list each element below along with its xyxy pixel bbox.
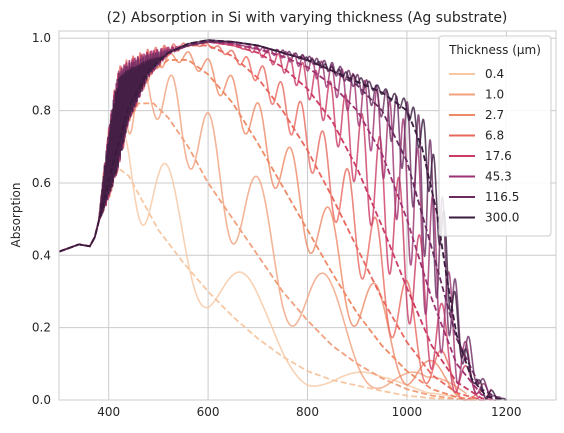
average-dashed-line <box>58 39 507 401</box>
legend-entry-label: 1.0 <box>485 88 504 102</box>
legend-entry-label: 6.8 <box>485 129 504 143</box>
legend-frame <box>438 35 552 237</box>
tick-labels: 400 600 800 1000 1200 0.0 0.2 0.4 0.6 0.8 1.0 <box>32 31 522 419</box>
series-layer <box>58 39 507 401</box>
y-axis-label: Absorption <box>9 183 23 248</box>
y-tick-label: 0.0 <box>32 393 51 407</box>
average-dashed-line <box>58 167 457 401</box>
legend-title: Thickness (μm) <box>448 43 541 57</box>
chart-title: (2) Absorption in Si with varying thickn… <box>107 10 508 26</box>
legend-entry-label: 0.4 <box>485 67 504 81</box>
x-tick-label: 1200 <box>491 405 522 419</box>
legend-entry-label: 2.7 <box>485 108 504 122</box>
legend-entry-label: 300.0 <box>485 211 519 225</box>
average-dashed-line <box>58 44 482 401</box>
y-tick-label: 0.4 <box>32 248 51 262</box>
x-tick-label: 1000 <box>392 405 423 419</box>
legend: Thickness (μm) 0.4 1.0 2.7 6.8 17.6 45.3 116.5 3… <box>438 35 552 237</box>
plot-frame <box>58 30 557 401</box>
y-tick-label: 0.6 <box>32 176 51 190</box>
y-tick-label: 1.0 <box>32 31 51 45</box>
x-tick-label: 800 <box>296 405 319 419</box>
x-tick-label: 400 <box>97 405 120 419</box>
x-tick-label: 600 <box>197 405 220 419</box>
legend-entry-label: 17.6 <box>485 149 512 163</box>
legend-entry-label: 116.5 <box>485 190 519 204</box>
y-tick-label: 0.2 <box>32 321 51 335</box>
series-300.0 <box>58 39 507 401</box>
y-tick-label: 0.8 <box>32 104 51 118</box>
average-dashed-line <box>58 59 477 401</box>
legend-entry-label: 45.3 <box>485 170 512 184</box>
